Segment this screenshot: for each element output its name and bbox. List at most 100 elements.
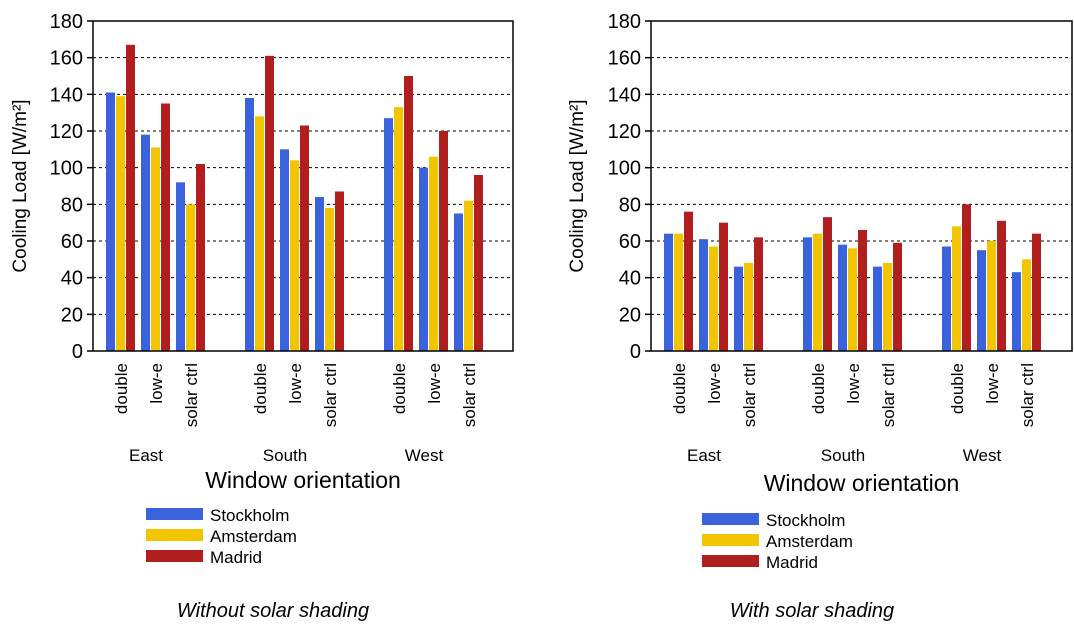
- x-category-label: solar ctrl: [740, 363, 759, 427]
- bar-stockholm-west-3: [1012, 272, 1021, 351]
- bar-stockholm-west-2: [419, 167, 428, 351]
- plot-frame: [92, 20, 514, 352]
- legend-swatch-madrid: [146, 550, 203, 562]
- bar-stockholm-west-2: [977, 250, 986, 351]
- bar-stockholm-south-3: [315, 197, 324, 351]
- x-category-label: low-e: [286, 363, 305, 404]
- bar-amsterdam-east-3: [744, 263, 753, 351]
- x-category-label: double: [948, 363, 967, 414]
- legend-label-stockholm: Stockholm: [766, 511, 845, 530]
- bar-amsterdam-east-2: [709, 246, 718, 351]
- y-tick-label: 120: [608, 121, 641, 143]
- legend-swatch-amsterdam: [702, 534, 759, 546]
- legend-swatch-stockholm: [146, 508, 203, 520]
- x-category-label: solar ctrl: [321, 363, 340, 427]
- bar-madrid-west-1: [962, 204, 971, 351]
- legend-label-stockholm: Stockholm: [210, 506, 289, 525]
- bar-madrid-west-3: [1032, 233, 1041, 351]
- x-group-label: South: [821, 446, 865, 465]
- legend-swatch-amsterdam: [146, 529, 203, 541]
- bar-madrid-south-1: [265, 55, 274, 351]
- x-group-label: South: [263, 446, 307, 465]
- bar-stockholm-south-2: [838, 244, 847, 351]
- chart-caption-right: With solar shading: [729, 600, 895, 622]
- y-tick-label: 60: [619, 231, 641, 253]
- y-tick-label: 0: [72, 341, 83, 363]
- plot-frame: [650, 20, 1073, 352]
- y-tick-label: 20: [619, 304, 641, 326]
- bar-stockholm-east-1: [664, 233, 673, 351]
- y-axis-label: Cooling Load [W/m²]: [10, 99, 31, 272]
- y-tick-label: 0: [630, 341, 641, 363]
- bar-stockholm-east-3: [176, 182, 185, 351]
- bar-stockholm-east-2: [699, 239, 708, 351]
- bar-stockholm-west-1: [942, 246, 951, 351]
- bar-madrid-east-2: [161, 103, 170, 351]
- y-axis-label: Cooling Load [W/m²]: [567, 99, 588, 272]
- x-category-label: solar ctrl: [879, 363, 898, 427]
- y-tick-label: 160: [608, 48, 641, 70]
- bar-stockholm-south-2: [280, 149, 289, 351]
- y-tick-label: 80: [61, 194, 83, 216]
- bar-stockholm-south-1: [803, 237, 812, 351]
- y-tick-label: 20: [61, 304, 83, 326]
- bar-madrid-west-3: [474, 175, 483, 351]
- x-axis-label: Window orientation: [205, 467, 401, 493]
- x-category-label: low-e: [983, 363, 1002, 404]
- bar-amsterdam-south-3: [325, 208, 334, 351]
- bar-stockholm-east-1: [106, 92, 115, 351]
- y-tick-label: 40: [619, 268, 641, 290]
- y-tick-label: 180: [50, 11, 83, 33]
- bar-madrid-south-2: [300, 125, 309, 351]
- bar-stockholm-south-3: [873, 266, 882, 351]
- bar-amsterdam-south-1: [813, 233, 822, 351]
- x-category-label: solar ctrl: [182, 363, 201, 427]
- bar-stockholm-east-3: [734, 266, 743, 351]
- bar-amsterdam-east-3: [186, 204, 195, 351]
- bar-madrid-east-1: [126, 44, 135, 351]
- bar-amsterdam-east-1: [674, 233, 683, 351]
- legend-label-madrid: Madrid: [210, 548, 262, 567]
- x-category-label: double: [670, 363, 689, 414]
- bar-amsterdam-west-3: [464, 200, 473, 351]
- bar-madrid-south-3: [893, 242, 902, 351]
- bar-stockholm-west-1: [384, 118, 393, 352]
- bar-madrid-west-2: [997, 220, 1006, 351]
- bar-madrid-east-1: [684, 211, 693, 351]
- bar-madrid-east-2: [719, 222, 728, 351]
- x-category-label: solar ctrl: [460, 363, 479, 427]
- legend-swatch-stockholm: [702, 513, 759, 525]
- bar-amsterdam-east-2: [151, 147, 160, 351]
- y-tick-label: 80: [619, 194, 641, 216]
- bar-madrid-east-3: [196, 164, 205, 351]
- bar-stockholm-east-2: [141, 134, 150, 351]
- chart-caption-left: Without solar shading: [176, 600, 370, 622]
- x-category-label: double: [809, 363, 828, 414]
- y-tick-label: 160: [50, 48, 83, 70]
- x-category-label: low-e: [147, 363, 166, 404]
- y-tick-label: 140: [50, 84, 83, 106]
- bar-madrid-south-1: [823, 217, 832, 351]
- y-tick-label: 60: [61, 231, 83, 253]
- x-category-label: low-e: [425, 363, 444, 404]
- bar-amsterdam-west-2: [429, 156, 438, 351]
- legend-swatch-madrid: [702, 555, 759, 567]
- y-tick-label: 100: [50, 158, 83, 180]
- x-axis-label: Window orientation: [764, 470, 960, 496]
- bar-amsterdam-south-2: [848, 248, 857, 351]
- bar-stockholm-west-3: [454, 213, 463, 351]
- y-tick-label: 40: [61, 268, 83, 290]
- x-group-label: East: [687, 446, 721, 465]
- bar-amsterdam-south-2: [290, 160, 299, 351]
- chart-panel-1: 0 20 40 60 80 100 120 140 160 180 double low-e solar…: [10, 11, 514, 567]
- bar-amsterdam-west-1: [952, 226, 961, 351]
- bar-amsterdam-west-3: [1022, 259, 1031, 351]
- bar-amsterdam-west-2: [987, 241, 996, 351]
- x-category-label: solar ctrl: [1018, 363, 1037, 427]
- bar-amsterdam-south-3: [883, 263, 892, 351]
- bar-madrid-south-3: [335, 191, 344, 351]
- legend-label-amsterdam: Amsterdam: [210, 527, 297, 546]
- bar-madrid-east-3: [754, 237, 763, 351]
- y-tick-label: 100: [608, 158, 641, 180]
- bar-madrid-west-2: [439, 131, 448, 351]
